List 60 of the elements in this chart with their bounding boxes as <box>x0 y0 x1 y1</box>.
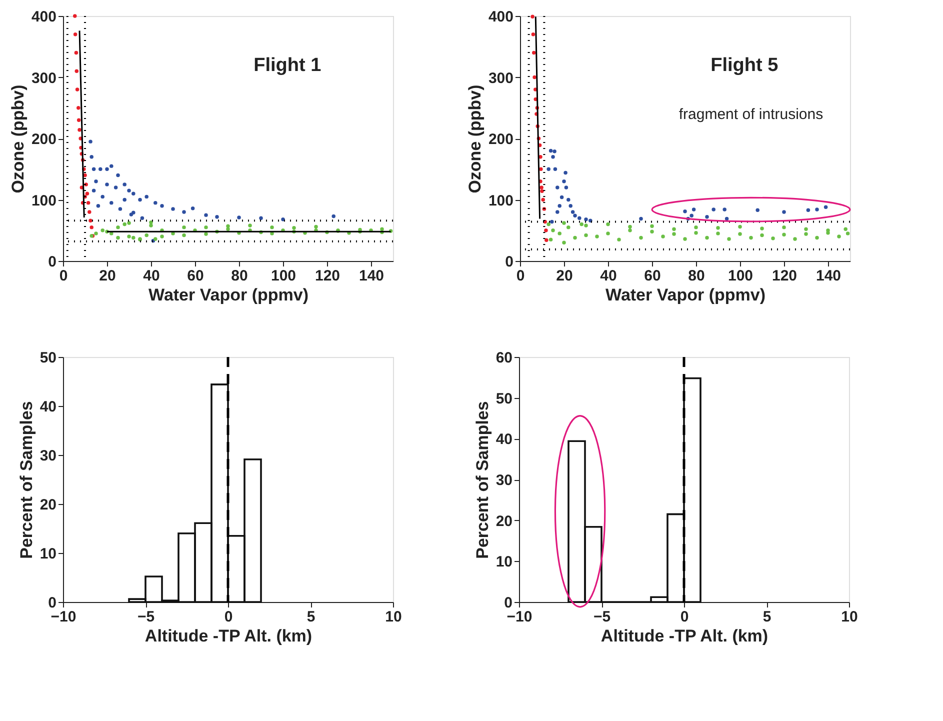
x-axis-title: Altitude -TP Alt. (km) <box>144 626 312 646</box>
x-tick-label: 140 <box>358 268 384 284</box>
x-tick-label: −5 <box>593 608 611 626</box>
y-tick-label: 50 <box>40 350 56 366</box>
x-tick-label: 40 <box>600 268 617 284</box>
y-tick-label: 400 <box>488 8 514 26</box>
text: Flight 5 <box>710 55 779 76</box>
x-tick-label: 10 <box>841 608 858 626</box>
y-axis-title: Percent of Samples <box>472 401 492 559</box>
x-tick-label: 40 <box>143 268 160 284</box>
y-tick-label: 40 <box>496 431 512 448</box>
y-tick-label: 400 <box>31 8 56 26</box>
x-tick-label: 5 <box>306 608 316 626</box>
y-tick-label: 300 <box>31 70 56 87</box>
y-axis-title: Ozone (ppbv) <box>465 84 484 194</box>
x-tick-label: 60 <box>187 268 204 284</box>
x-axis-title: Water Vapor (ppmv) <box>606 286 766 304</box>
x-tick-label: 0 <box>516 268 525 284</box>
x-axis-title: Water Vapor (ppmv) <box>148 286 308 304</box>
x-tick-label: 100 <box>728 268 754 284</box>
y-tick-label: 0 <box>505 254 514 270</box>
y-tick-label: 40 <box>40 398 56 416</box>
x-tick-label: 0 <box>59 268 68 284</box>
y-tick-label: 20 <box>496 512 512 530</box>
y-tick-label: 200 <box>31 131 56 148</box>
x-tick-label: 100 <box>270 268 296 284</box>
x-tick-label: −10 <box>50 608 76 626</box>
x-tick-label: −10 <box>506 608 532 626</box>
y-tick-label: 0 <box>48 594 56 612</box>
x-tick-label: 120 <box>314 268 340 284</box>
y-tick-label: 100 <box>488 192 514 210</box>
x-tick-label: 5 <box>762 608 772 626</box>
y-tick-label: 0 <box>48 254 56 270</box>
y-tick-label: 100 <box>31 192 56 210</box>
y-tick-label: 20 <box>40 496 56 514</box>
x-tick-label: 80 <box>231 268 248 284</box>
x-tick-label: 140 <box>816 268 842 284</box>
y-tick-label: 200 <box>488 131 514 148</box>
annotation: fragment of intrusions <box>678 106 824 123</box>
x-tick-label: 120 <box>772 268 798 284</box>
x-tick-label: 20 <box>556 268 573 284</box>
x-tick-label: −5 <box>137 608 155 626</box>
x-tick-label: 10 <box>385 608 402 626</box>
x-axis-title: Altitude -TP Alt. (km) <box>600 626 768 646</box>
y-tick-label: 30 <box>40 448 56 464</box>
x-tick-label: 0 <box>680 608 689 626</box>
text: Flight 1 <box>254 55 322 76</box>
y-tick-label: 0 <box>504 594 512 612</box>
y-axis-title: Percent of Samples <box>16 401 36 559</box>
y-axis-title: Ozone (ppbv) <box>8 84 28 194</box>
x-tick-label: 0 <box>224 608 233 626</box>
x-tick-label: 20 <box>99 268 116 284</box>
y-tick-label: 50 <box>496 390 512 408</box>
y-tick-label: 30 <box>496 472 512 489</box>
y-tick-label: 300 <box>488 70 514 87</box>
y-tick-label: 10 <box>496 554 512 571</box>
y-tick-label: 60 <box>496 350 512 366</box>
x-tick-label: 60 <box>644 268 661 284</box>
y-tick-label: 10 <box>40 546 56 562</box>
x-tick-label: 80 <box>688 268 705 284</box>
